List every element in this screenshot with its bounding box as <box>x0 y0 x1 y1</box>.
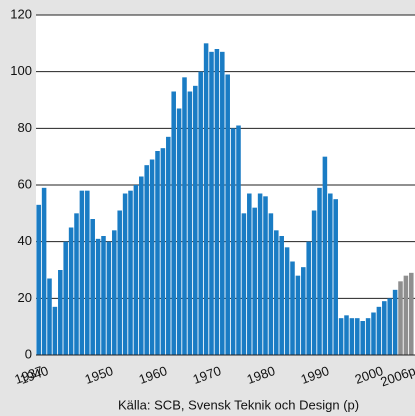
bar <box>247 193 252 355</box>
bar <box>392 289 398 355</box>
bar <box>284 247 290 355</box>
bar <box>268 213 274 355</box>
source: Källa: SCB, Svensk Teknik och Design (p) <box>118 397 359 412</box>
bar <box>344 315 349 355</box>
bar <box>236 125 241 355</box>
bar <box>122 193 128 355</box>
bar <box>139 176 144 355</box>
bar <box>214 49 220 355</box>
bar <box>144 165 149 355</box>
bar <box>257 193 263 355</box>
bar <box>409 272 414 355</box>
bar <box>112 230 117 355</box>
bar <box>274 230 279 355</box>
bar <box>241 213 247 355</box>
bar <box>101 236 106 355</box>
bar <box>155 151 160 355</box>
bar <box>311 210 317 355</box>
bar <box>149 159 155 355</box>
bar <box>47 278 52 355</box>
bar <box>106 241 112 355</box>
bar <box>322 156 328 355</box>
y-tick-label: 80 <box>18 120 32 135</box>
bar <box>63 241 68 355</box>
bar <box>41 187 47 355</box>
bar <box>182 77 187 355</box>
bar <box>85 190 90 355</box>
bar <box>198 71 203 356</box>
bar <box>187 91 193 355</box>
bar <box>252 207 257 355</box>
bar <box>74 213 79 355</box>
bar <box>225 74 230 355</box>
bar <box>365 318 371 355</box>
bar <box>306 241 311 355</box>
bar <box>295 275 301 355</box>
bar <box>171 91 176 355</box>
bar <box>90 219 95 355</box>
bar <box>128 190 133 355</box>
bar <box>95 238 101 355</box>
bar <box>301 267 306 355</box>
y-tick-label: 0 <box>25 346 32 361</box>
bar <box>166 136 171 355</box>
bar <box>68 227 74 355</box>
bar <box>79 190 85 355</box>
bar <box>317 187 322 355</box>
bar <box>36 204 41 355</box>
y-tick-label: 40 <box>18 233 32 248</box>
bar <box>220 51 225 355</box>
bar <box>117 210 122 355</box>
bar <box>360 321 365 355</box>
bar <box>58 270 63 355</box>
bar <box>333 199 338 355</box>
bar <box>382 301 387 355</box>
bar <box>263 196 268 355</box>
bar <box>398 281 403 355</box>
bar <box>52 306 58 355</box>
bar <box>403 275 409 355</box>
bar <box>376 306 382 355</box>
y-tick-label: 20 <box>18 290 32 305</box>
bar <box>279 236 284 355</box>
bar <box>160 148 166 355</box>
bar <box>209 51 214 355</box>
bar <box>328 193 333 355</box>
bar <box>387 298 392 355</box>
y-tick-label: 120 <box>10 6 32 21</box>
bar <box>176 108 182 355</box>
y-tick-label: 100 <box>10 63 32 78</box>
bar <box>203 43 209 355</box>
y-tick-label: 60 <box>18 176 32 191</box>
bar <box>193 85 198 355</box>
bar <box>290 261 295 355</box>
bar <box>371 312 376 355</box>
bar <box>349 318 355 355</box>
bar <box>133 185 139 355</box>
bar <box>230 128 236 355</box>
bar <box>355 318 360 355</box>
bar <box>338 318 344 355</box>
